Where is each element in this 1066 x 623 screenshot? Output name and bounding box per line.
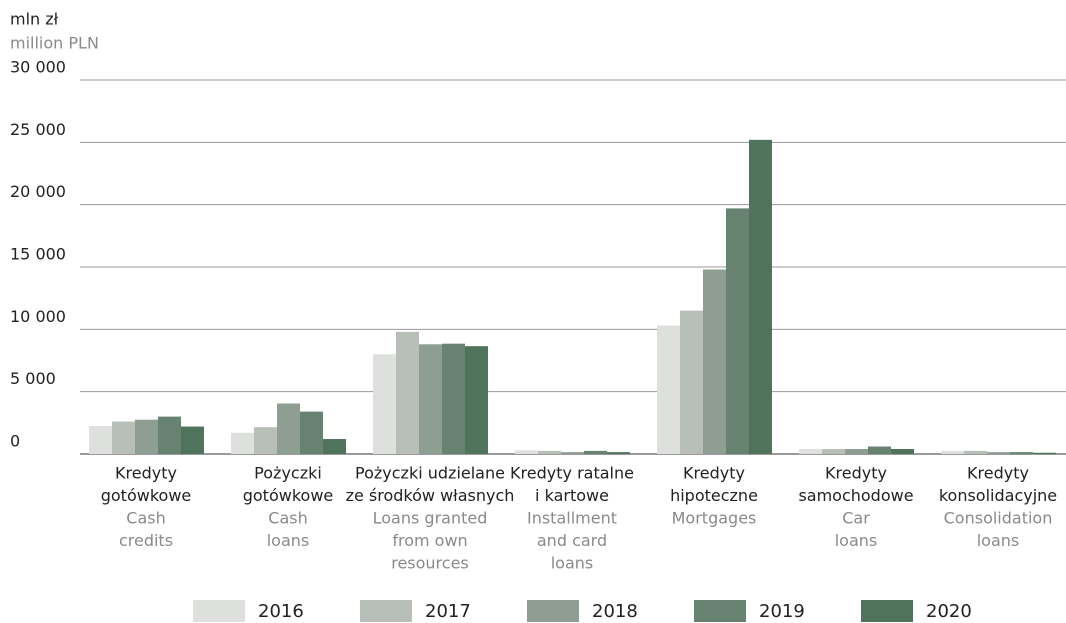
bar [396, 331, 419, 454]
x-tick-label-en: loans [977, 531, 1020, 550]
bar [442, 343, 465, 454]
y-tick-label: 25 000 [10, 120, 66, 139]
x-tick-label: hipoteczne [670, 486, 758, 505]
bar [465, 346, 488, 454]
y-axis-label-en: million PLN [10, 34, 99, 53]
bar [135, 419, 158, 454]
y-tick-label: 30 000 [10, 58, 66, 77]
x-tick-label: Kredyty [825, 464, 887, 483]
bar [891, 449, 914, 454]
bar [181, 426, 204, 454]
bar [584, 450, 607, 454]
bar [607, 452, 630, 454]
y-tick-label: 20 000 [10, 182, 66, 201]
y-tick-label: 10 000 [10, 307, 66, 326]
x-tick-label-en: Mortgages [672, 509, 757, 528]
legend-swatch [193, 600, 245, 622]
x-tick-label: Kredyty ratalne [510, 464, 634, 483]
bar [726, 208, 749, 454]
x-tick-label: gotówkowe [243, 486, 334, 505]
bar [845, 449, 868, 454]
bar [89, 425, 112, 454]
bar [277, 403, 300, 454]
legend-swatch [527, 600, 579, 622]
bar [941, 450, 964, 454]
x-tick-label: konsolidacyjne [939, 486, 1057, 505]
bar [822, 449, 845, 454]
bar [419, 344, 442, 454]
legend-label: 2020 [926, 601, 972, 622]
x-tick-label: Kredyty [683, 464, 745, 483]
x-tick-label: gotówkowe [101, 486, 192, 505]
bar [964, 450, 987, 454]
x-tick-label-en: Car [842, 509, 870, 528]
x-tick-label-en: Loans granted [373, 509, 488, 528]
x-tick-label-en: credits [119, 531, 173, 550]
x-tick-label: Kredyty [115, 464, 177, 483]
bar [680, 310, 703, 454]
bar [323, 439, 346, 454]
bar [538, 450, 561, 454]
legend-swatch [861, 600, 913, 622]
x-tick-label: Pożyczki udzielane [355, 464, 505, 483]
bar [799, 449, 822, 454]
x-tick-label: samochodowe [798, 486, 913, 505]
bar [657, 325, 680, 454]
x-tick-label: Kredyty [967, 464, 1029, 483]
y-tick-label: 0 [10, 432, 20, 451]
x-tick-label-en: resources [391, 554, 469, 573]
legend-label: 2019 [759, 601, 805, 622]
bar [373, 354, 396, 454]
bar [158, 416, 181, 454]
bar [749, 139, 772, 454]
x-tick-label-en: Cash [268, 509, 307, 528]
bar [515, 450, 538, 454]
x-tick-label-en: from own [392, 531, 467, 550]
bar [300, 411, 323, 454]
bar [1033, 452, 1056, 454]
y-tick-label: 5 000 [10, 369, 56, 388]
bar [987, 452, 1010, 454]
legend-swatch [360, 600, 412, 622]
x-tick-label-en: Installment [527, 509, 617, 528]
bar [231, 432, 254, 454]
bar [703, 269, 726, 454]
bar [254, 427, 277, 454]
legend-label: 2018 [592, 601, 638, 622]
legend-swatch [694, 600, 746, 622]
x-tick-label: ze środków własnych [346, 486, 515, 505]
x-tick-label-en: and card [537, 531, 607, 550]
x-tick-label: Pożyczki [254, 464, 322, 483]
x-tick-label-en: loans [267, 531, 310, 550]
bar [868, 446, 891, 454]
x-tick-label-en: Consolidation [944, 509, 1053, 528]
x-tick-label-en: Cash [126, 509, 165, 528]
bar [112, 421, 135, 454]
legend-label: 2016 [258, 601, 304, 622]
x-tick-label-en: loans [551, 554, 594, 573]
x-tick-label-en: loans [835, 531, 878, 550]
x-tick-label: i kartowe [535, 486, 609, 505]
legend-label: 2017 [425, 601, 471, 622]
bar [561, 452, 584, 454]
y-tick-label: 15 000 [10, 245, 66, 264]
bar [1010, 452, 1033, 454]
y-axis-label: mln zł [10, 10, 59, 29]
